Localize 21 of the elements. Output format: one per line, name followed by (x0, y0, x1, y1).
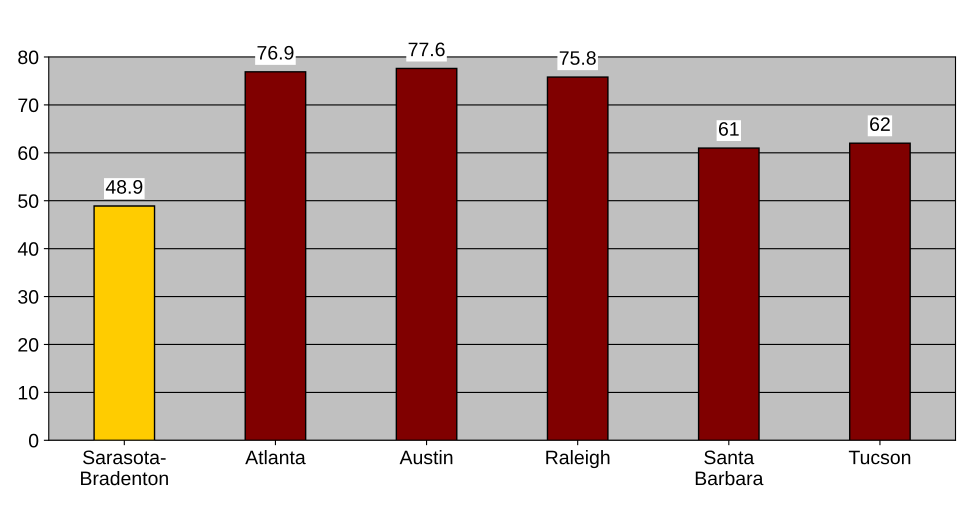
y-tick-label: 10 (18, 386, 38, 400)
x-tick-label: Austin (400, 450, 452, 464)
data-label: 61 (718, 122, 739, 136)
data-label: 77.6 (408, 42, 445, 56)
y-tick-label: 40 (18, 242, 38, 256)
y-tick-label: 70 (18, 98, 38, 112)
x-tick-label: Sarasota- Bradenton (81, 450, 168, 486)
data-label: 76.9 (258, 46, 294, 60)
y-tick-label: 60 (18, 146, 38, 160)
x-tick-label: Atlanta (245, 450, 306, 464)
y-tick-label: 30 (18, 290, 38, 304)
y-tick-label: 0 (28, 434, 38, 448)
y-tick-label: 50 (18, 194, 38, 208)
x-tick-label: Tucson (848, 450, 910, 464)
x-tick-label: Raleigh (546, 450, 610, 468)
y-tick-label: 80 (18, 50, 38, 64)
y-tick-label: 20 (18, 338, 38, 352)
x-tick-label: Santa Barbara (696, 450, 764, 486)
data-label: 75.8 (560, 51, 596, 65)
data-label: 62 (870, 117, 890, 132)
data-label: 48.9 (106, 180, 142, 194)
